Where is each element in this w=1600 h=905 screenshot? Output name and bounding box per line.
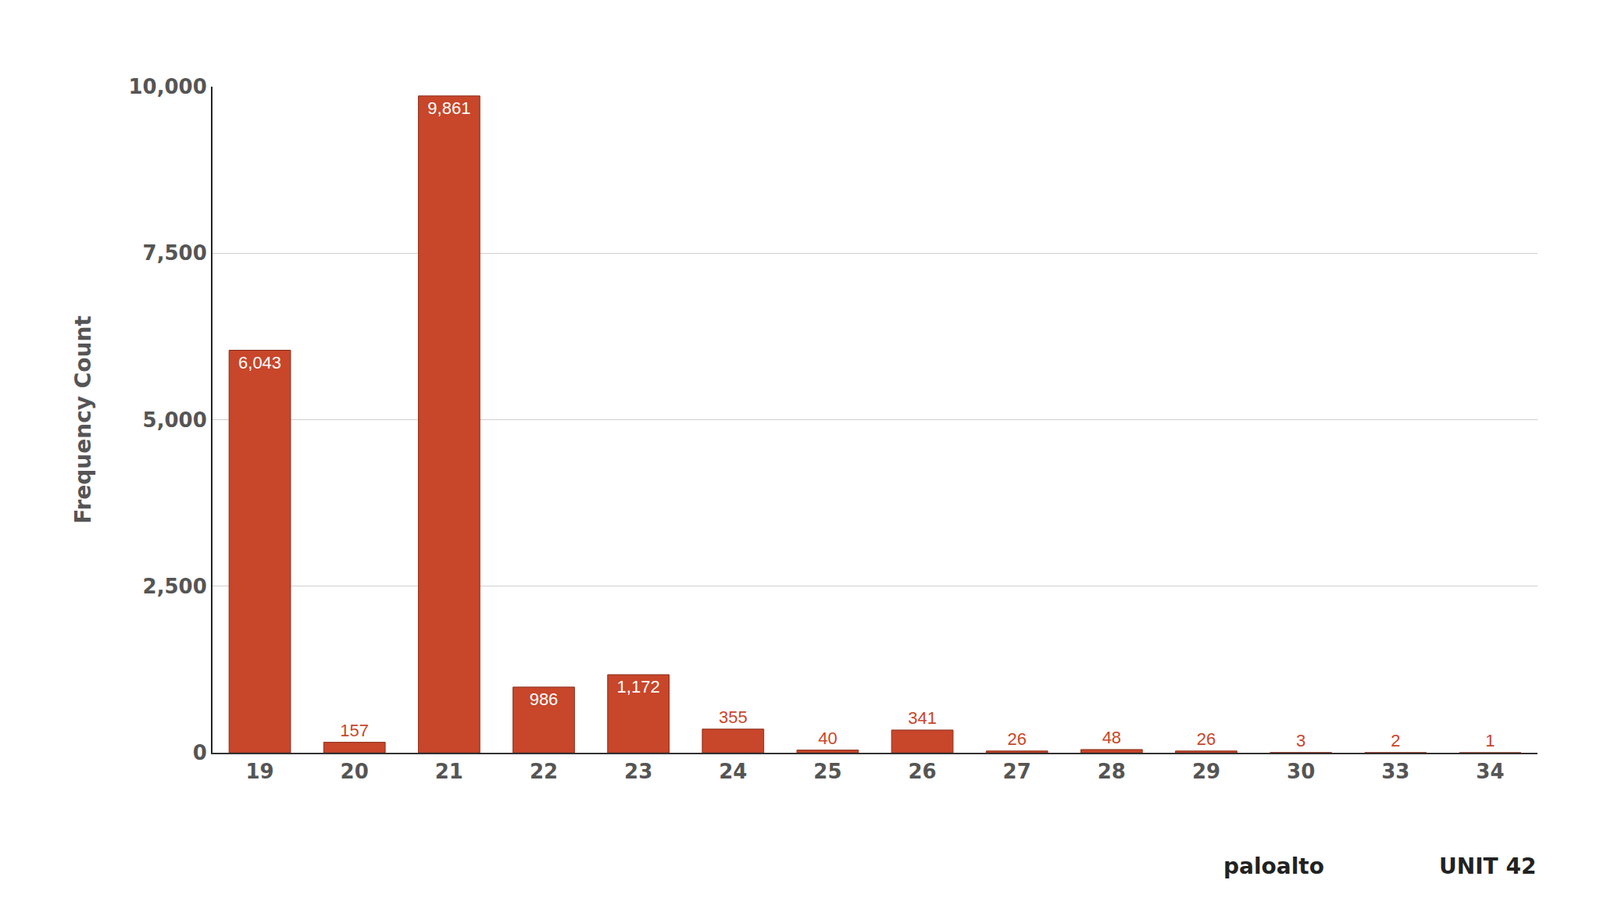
svg-text:1,172: 1,172	[617, 677, 661, 697]
svg-text:40: 40	[817, 728, 837, 749]
svg-text:986: 986	[529, 689, 559, 710]
svg-text:2: 2	[1390, 731, 1400, 751]
svg-text:23: 23	[624, 760, 653, 784]
svg-text:26: 26	[1007, 729, 1026, 750]
svg-text:10,000: 10,000	[128, 75, 207, 99]
svg-text:20: 20	[340, 760, 369, 784]
svg-text:5,000: 5,000	[142, 408, 208, 433]
svg-text:341: 341	[907, 708, 937, 729]
svg-text:7,500: 7,500	[142, 241, 208, 265]
svg-text:27: 27	[1003, 760, 1032, 784]
svg-text:30: 30	[1286, 760, 1315, 784]
svg-text:26: 26	[907, 760, 936, 784]
svg-text:19: 19	[245, 760, 274, 784]
svg-text:24: 24	[718, 760, 747, 784]
svg-text:355: 355	[718, 707, 748, 728]
svg-text:UNIT 42: UNIT 42	[1439, 853, 1536, 880]
svg-text:157: 157	[339, 721, 369, 741]
svg-text:2,500: 2,500	[142, 575, 208, 599]
svg-text:48: 48	[1102, 728, 1122, 748]
svg-text:1: 1	[1485, 731, 1495, 751]
svg-text:6,043: 6,043	[238, 353, 282, 373]
svg-text:34: 34	[1475, 760, 1504, 784]
svg-text:22: 22	[529, 760, 558, 784]
svg-text:paloalto: paloalto	[1223, 853, 1325, 880]
svg-text:29: 29	[1192, 760, 1221, 784]
svg-text:26: 26	[1196, 729, 1216, 750]
svg-text:21: 21	[435, 760, 464, 784]
svg-text:33: 33	[1381, 760, 1410, 784]
svg-text:9,861: 9,861	[427, 98, 471, 118]
svg-text:0: 0	[192, 741, 208, 765]
svg-text:25: 25	[813, 760, 842, 784]
svg-text:28: 28	[1097, 760, 1126, 784]
svg-text:3: 3	[1296, 731, 1306, 751]
svg-text:Frequency Count: Frequency Count	[70, 315, 97, 525]
